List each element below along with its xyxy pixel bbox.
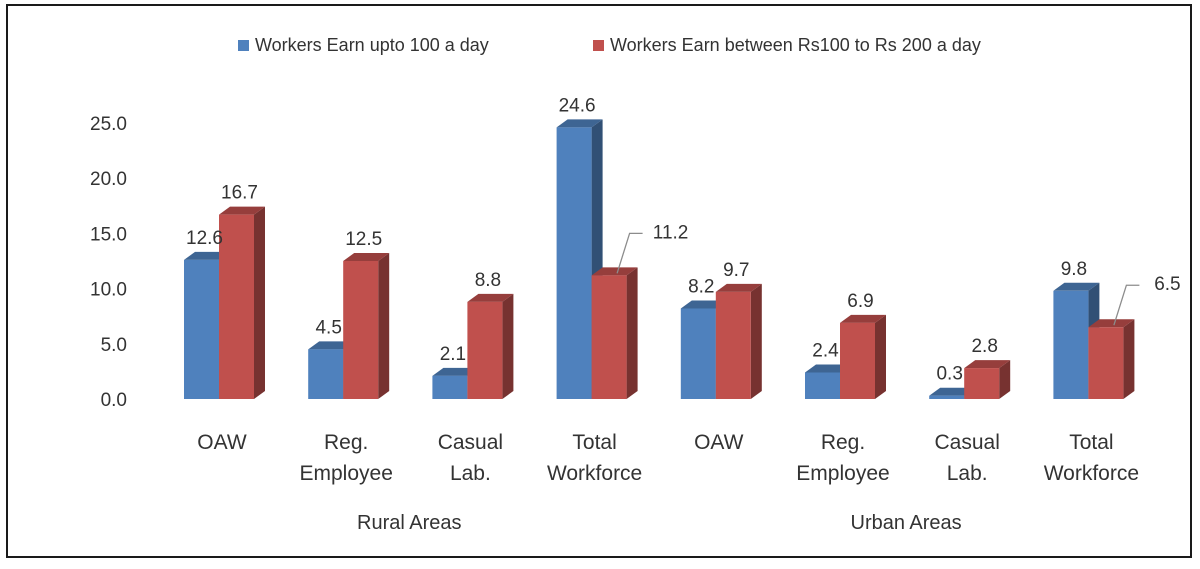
- data-label: 12.5: [345, 229, 382, 250]
- bar-front: [467, 301, 503, 399]
- bar-top: [715, 283, 762, 292]
- bar-top: [1088, 319, 1135, 328]
- bar-front: [308, 349, 344, 399]
- bar-rs100-200-5: [840, 314, 886, 399]
- bar-top: [467, 293, 514, 302]
- data-label-leader-line: [616, 232, 643, 274]
- data-label: 9.8: [1061, 259, 1087, 280]
- group-label: Urban Areas: [851, 512, 962, 534]
- bar-top: [184, 251, 230, 260]
- bar-front: [556, 127, 592, 399]
- bar-upto-100-3: [556, 119, 603, 399]
- legend-label: Workers Earn between Rs100 to Rs 200 a d…: [610, 35, 981, 55]
- category-label: Lab.: [450, 462, 491, 485]
- category-label: Casual: [438, 431, 503, 454]
- bar-front: [964, 368, 1000, 399]
- bar-rs100-200-3: [591, 267, 638, 399]
- category-label: Casual: [935, 431, 1000, 454]
- bar-top: [929, 387, 976, 396]
- legend-swatch: [238, 40, 249, 51]
- category-label: OAW: [694, 431, 744, 454]
- bar-rs100-200-0: [219, 206, 265, 399]
- data-label: 9.7: [723, 260, 749, 281]
- y-tick-label: 5.0: [101, 335, 127, 356]
- legend-label: Workers Earn upto 100 a day: [255, 35, 489, 55]
- y-tick-label: 0.0: [101, 390, 127, 411]
- bar-top: [964, 360, 1011, 369]
- bar-top: [591, 267, 638, 276]
- bar-rs100-200-4: [715, 283, 762, 399]
- bar-front: [680, 308, 716, 399]
- bar-front: [432, 375, 468, 399]
- bar-rs100-200-2: [467, 293, 514, 399]
- bar-front: [805, 372, 840, 399]
- data-label-leader-line: [1113, 284, 1140, 326]
- bar-top: [840, 314, 886, 323]
- category-label: Total: [1069, 431, 1113, 454]
- data-label: 2.8: [971, 336, 997, 357]
- bar-front: [1088, 327, 1124, 399]
- bar-front: [343, 261, 379, 399]
- bar-rs100-200-7: [1088, 319, 1135, 399]
- chart-frame: 0.0 5.0 10.0 15.0 20.0 25.0 Workers Earn upto …: [6, 4, 1192, 558]
- bar-side: [254, 206, 265, 399]
- category-label: Workforce: [547, 462, 642, 485]
- category-label: Total: [572, 431, 616, 454]
- bar-front: [184, 259, 219, 399]
- y-tick-label: 15.0: [90, 224, 127, 245]
- bar-top: [308, 341, 355, 350]
- bar-front: [591, 275, 627, 399]
- data-label: 12.6: [186, 228, 223, 249]
- bar-front: [929, 395, 965, 399]
- bar-side: [875, 314, 886, 399]
- bar-front: [219, 214, 254, 399]
- data-label: 6.9: [847, 291, 873, 312]
- bar-rs100-200-1: [343, 253, 390, 399]
- bar-rs100-200-6: [964, 360, 1011, 399]
- group-label: Rural Areas: [357, 512, 462, 534]
- data-label: 0.3: [936, 364, 962, 385]
- y-tick-label: 10.0: [90, 280, 127, 301]
- category-label: Reg.: [324, 431, 368, 454]
- bar-top: [1053, 282, 1100, 291]
- legend-swatch: [593, 40, 604, 51]
- bar-top: [432, 367, 479, 376]
- bar-top: [680, 300, 727, 309]
- y-tick-label: 20.0: [90, 169, 127, 190]
- bar-top: [805, 364, 851, 373]
- category-label: Employee: [300, 462, 393, 485]
- bar-front: [715, 291, 751, 399]
- category-label: Employee: [796, 462, 889, 485]
- bar-front: [1053, 290, 1089, 399]
- y-tick-label: 25.0: [90, 114, 127, 135]
- category-label: Workforce: [1044, 462, 1139, 485]
- data-label: 2.1: [440, 344, 466, 365]
- category-label: Reg.: [821, 431, 865, 454]
- bar-side: [502, 293, 514, 399]
- bar-top: [219, 206, 265, 215]
- data-label: 11.2: [653, 222, 689, 243]
- data-label: 2.4: [812, 341, 839, 362]
- bar-side: [378, 253, 390, 399]
- bar-top: [343, 253, 390, 261]
- bar-side: [1123, 319, 1135, 399]
- data-label: 24.6: [559, 95, 596, 116]
- data-label: 4.5: [315, 317, 341, 338]
- bar-chart: 0.0 5.0 10.0 15.0 20.0 25.0 Workers Earn upto …: [90, 35, 1181, 534]
- bar-side: [750, 283, 762, 399]
- bar-side: [626, 267, 638, 399]
- category-label: OAW: [197, 431, 247, 454]
- bar-top: [556, 119, 603, 128]
- data-label: 8.2: [688, 276, 714, 297]
- data-label: 6.5: [1154, 274, 1180, 295]
- bar-side: [999, 360, 1011, 399]
- bar-upto-100-7: [1053, 282, 1100, 399]
- bar-front: [840, 322, 875, 399]
- category-label: Lab.: [947, 462, 988, 485]
- data-label: 8.8: [475, 270, 501, 291]
- data-label: 16.7: [221, 183, 258, 204]
